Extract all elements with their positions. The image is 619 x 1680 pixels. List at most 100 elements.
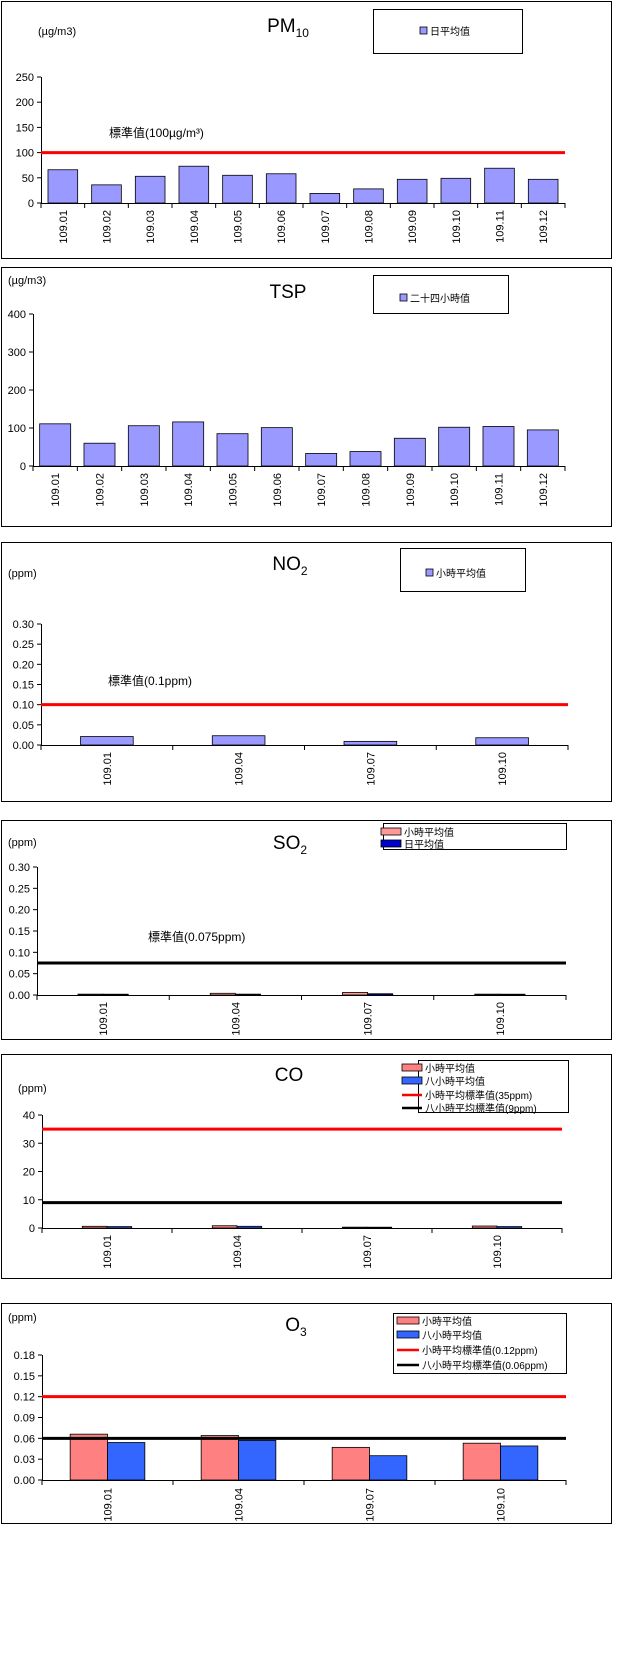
- y-tick-label: 0.05: [13, 720, 34, 732]
- chart-title: CO: [275, 1065, 304, 1086]
- x-tick-label: 109.10: [451, 210, 463, 244]
- bar-109.09-0: [396, 178, 428, 204]
- x-tick-label: 109.02: [95, 473, 107, 507]
- bar-109.04-0: [172, 421, 205, 467]
- x-tick-label: 109.02: [102, 210, 114, 244]
- x-tick-label: 109.04: [232, 1235, 244, 1269]
- bar-109.10-0: [462, 1442, 501, 1481]
- y-tick-label: 250: [16, 72, 34, 84]
- x-tick-label: 109.07: [365, 1488, 377, 1522]
- y-tick-label: 400: [8, 309, 26, 321]
- bar-109.12-0: [526, 429, 559, 467]
- y-unit-label: (ppm): [8, 837, 37, 849]
- x-tick-label: 109.03: [145, 210, 157, 244]
- x-tick-label: 109.01: [98, 1002, 110, 1036]
- y-tick-label: 0: [20, 461, 26, 473]
- bar-109.04-0: [178, 165, 210, 204]
- x-tick-label: 109.07: [362, 1235, 374, 1269]
- y-tick-label: 50: [22, 173, 34, 185]
- x-tick-label: 109.05: [233, 210, 245, 244]
- chart-3: SO2(ppm)0.000.050.100.150.200.250.30標準值(…: [1, 820, 612, 1040]
- bar-109.07-0: [305, 453, 338, 467]
- x-tick-label: 109.04: [230, 1002, 242, 1036]
- y-tick-label: 0.20: [9, 905, 30, 917]
- x-tick-label: 109.11: [494, 473, 506, 506]
- chart-title-subscript: 2: [301, 564, 308, 578]
- x-tick-label: 109.10: [497, 752, 509, 786]
- y-unit-label: (µg/m3): [38, 26, 76, 38]
- y-tick-label: 0.25: [9, 883, 30, 895]
- bar-109.10-1: [500, 1445, 539, 1481]
- bar-109.02-0: [83, 442, 116, 467]
- bar-109.10-0: [471, 1225, 498, 1229]
- standard-label: 標準值(100µg/m³): [109, 125, 204, 140]
- x-tick-label: 109.07: [320, 210, 332, 244]
- legend-label: 八小時平均值: [422, 1329, 482, 1342]
- bar-109.10-0: [475, 737, 529, 746]
- legend-box: [373, 9, 523, 54]
- bar-109.07-1: [366, 1226, 393, 1229]
- bar-109.08-0: [353, 188, 384, 204]
- legend-swatch: [401, 1076, 423, 1085]
- y-tick-label: 0.20: [13, 659, 34, 671]
- legend-box: [418, 1060, 569, 1113]
- legend-swatch: [425, 568, 434, 577]
- y-tick-label: 0.10: [9, 947, 30, 959]
- x-tick-label: 109.04: [189, 210, 201, 244]
- legend-swatch: [399, 293, 408, 302]
- bar-109.07-0: [343, 740, 398, 746]
- bar-109.04-0: [211, 1225, 238, 1229]
- chart-1: TSP (µg/m3) 0 100 200 300 400 109.01 109.02 109.0…: [1, 267, 612, 527]
- y-tick-label: 0.00: [14, 1475, 35, 1487]
- x-tick-label: 109.03: [139, 473, 151, 507]
- x-tick-label: 109.09: [405, 473, 417, 507]
- x-tick-label: 109.10: [449, 473, 461, 507]
- bar-109.07-0: [309, 193, 341, 204]
- bar-109.02-0: [91, 184, 122, 204]
- bar-109.04-0: [211, 735, 266, 746]
- x-tick-label: 109.05: [228, 473, 240, 507]
- y-tick-label: 20: [23, 1167, 35, 1179]
- x-tick-label: 109.08: [364, 210, 376, 244]
- y-tick-label: 100: [16, 148, 34, 160]
- bar-109.01-1: [107, 1442, 146, 1481]
- chart-4: CO (ppm) 0 10 20 30 40 109.01 109.04 109.07 109.10…: [1, 1054, 612, 1279]
- bar-109.08-0: [349, 451, 382, 467]
- standard-label: 標準值(0.075ppm): [148, 929, 245, 944]
- x-tick-label: 109.09: [407, 210, 419, 244]
- bar-109.04-0: [209, 992, 236, 996]
- y-tick-label: 100: [8, 423, 26, 435]
- legend-label: 小時平均標準值(35ppm): [425, 1089, 532, 1102]
- bar-109.04-1: [238, 1440, 277, 1481]
- legend-label: 小時平均值: [436, 567, 486, 580]
- x-tick-label: 109.04: [234, 1488, 246, 1522]
- bar-109.07-1: [367, 993, 394, 996]
- y-tick-label: 30: [23, 1138, 35, 1150]
- y-tick-label: 0.03: [14, 1454, 35, 1466]
- chart-title-subscript: 2: [300, 843, 307, 857]
- bar-109.01-0: [69, 1433, 108, 1481]
- x-tick-label: 109.10: [495, 1002, 507, 1036]
- chart-frame: [1, 267, 612, 527]
- y-tick-label: 0.00: [9, 990, 30, 1002]
- x-tick-label: 109.10: [496, 1488, 508, 1522]
- bar-109.07-0: [331, 1446, 370, 1481]
- standard-label: 標準值(0.1ppm): [108, 673, 192, 688]
- y-tick-label: 0.10: [13, 700, 34, 712]
- legend-box: [383, 823, 567, 850]
- y-unit-label: (µg/m3): [8, 275, 46, 287]
- bar-109.10-0: [440, 177, 472, 204]
- x-tick-label: 109.01: [103, 1488, 115, 1522]
- x-tick-label: 109.01: [50, 473, 62, 507]
- legend-swatch: [380, 839, 402, 848]
- bar-109.11-0: [482, 426, 515, 467]
- x-tick-label: 109.04: [234, 752, 246, 786]
- y-tick-label: 0.12: [14, 1392, 35, 1404]
- chart-2: NO2(ppm)0.000.050.100.150.200.250.30標準值(…: [1, 542, 612, 802]
- y-tick-label: 0.18: [14, 1350, 35, 1362]
- bar-109.06-0: [260, 427, 293, 467]
- bar-109.07-1: [369, 1455, 408, 1481]
- bar-109.05-0: [216, 433, 249, 467]
- chart-title: TSP: [270, 282, 307, 303]
